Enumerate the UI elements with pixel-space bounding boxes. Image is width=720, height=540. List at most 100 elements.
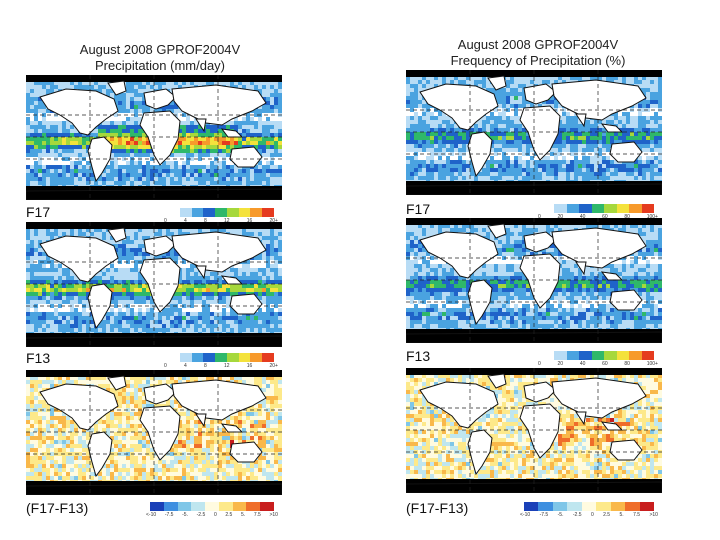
field-cell (78, 81, 82, 85)
field-cell (278, 328, 282, 332)
field-cell (218, 280, 222, 284)
field-cell (78, 328, 82, 332)
field-cell (70, 181, 74, 185)
field-cell (118, 268, 122, 272)
field-cell (66, 81, 70, 85)
field-cell (162, 169, 166, 173)
field-cell (250, 416, 254, 420)
field-cell (118, 296, 122, 300)
field-cell (262, 177, 266, 181)
field-cell (62, 288, 66, 292)
field-cell (134, 276, 138, 280)
field-cell (50, 440, 54, 444)
field-cell (26, 384, 30, 388)
field-cell (142, 161, 146, 165)
field-cell (150, 181, 154, 185)
field-cell (222, 312, 226, 316)
field-cell (258, 316, 262, 320)
field-cell (26, 312, 30, 316)
field-cell (262, 308, 266, 312)
field-cell (114, 137, 118, 141)
field-cell (202, 320, 206, 324)
field-cell (58, 272, 62, 276)
field-cell (58, 141, 62, 145)
field-cell (166, 464, 170, 468)
field-cell (50, 133, 54, 137)
field-cell (198, 432, 202, 436)
field-cell (238, 328, 242, 332)
field-cell (62, 420, 66, 424)
field-cell (218, 424, 222, 428)
field-cell (170, 232, 174, 236)
field-cell (230, 328, 234, 332)
field-cell (178, 117, 182, 121)
field-cell (42, 404, 46, 408)
field-cell (86, 153, 90, 157)
field-cell (146, 464, 150, 468)
field-cell (246, 424, 250, 428)
field-cell (70, 312, 74, 316)
field-cell (50, 145, 54, 149)
field-cell (266, 456, 270, 460)
field-cell (278, 440, 282, 444)
field-cell (270, 308, 274, 312)
field-cell (270, 129, 274, 133)
field-cell (158, 232, 162, 236)
field-cell (38, 392, 42, 396)
field-cell (134, 117, 138, 121)
field-cell (126, 316, 130, 320)
field-cell (142, 296, 146, 300)
field-cell (242, 464, 246, 468)
field-cell (154, 456, 158, 460)
field-cell (98, 129, 102, 133)
field-cell (262, 137, 266, 141)
field-cell (106, 424, 110, 428)
field-cell (34, 276, 38, 280)
field-cell (278, 400, 282, 404)
field-cell (270, 284, 274, 288)
field-cell (182, 448, 186, 452)
field-cell (114, 320, 118, 324)
field-cell (266, 81, 270, 85)
field-cell (214, 280, 218, 284)
field-cell (38, 89, 42, 93)
field-cell (42, 272, 46, 276)
field-cell (86, 452, 90, 456)
field-cell (34, 161, 38, 165)
field-cell (114, 264, 118, 268)
field-cell (222, 292, 226, 296)
field-cell (258, 133, 262, 137)
field-cell (86, 292, 90, 296)
field-cell (34, 428, 38, 432)
field-cell (126, 232, 130, 236)
field-cell (126, 264, 130, 268)
field-cell (250, 177, 254, 181)
field-cell (110, 268, 114, 272)
field-cell (178, 256, 182, 260)
field-cell (270, 121, 274, 125)
field-cell (170, 400, 174, 404)
field-cell (166, 232, 170, 236)
field-cell (270, 280, 274, 284)
field-cell (122, 388, 126, 392)
field-cell (114, 272, 118, 276)
field-cell (194, 464, 198, 468)
field-cell (90, 81, 94, 85)
field-cell (262, 440, 266, 444)
field-cell (250, 320, 254, 324)
field-cell (278, 161, 282, 165)
field-cell (270, 416, 274, 420)
field-cell (186, 173, 190, 177)
field-cell (122, 177, 126, 181)
field-cell (126, 284, 130, 288)
field-cell (98, 232, 102, 236)
field-cell (94, 181, 98, 185)
field-cell (270, 420, 274, 424)
field-cell (82, 133, 86, 137)
field-cell (82, 137, 86, 141)
field-cell (26, 468, 30, 472)
field-cell (26, 328, 30, 332)
field-cell (38, 97, 42, 101)
field-cell (234, 121, 238, 125)
field-cell (26, 280, 30, 284)
